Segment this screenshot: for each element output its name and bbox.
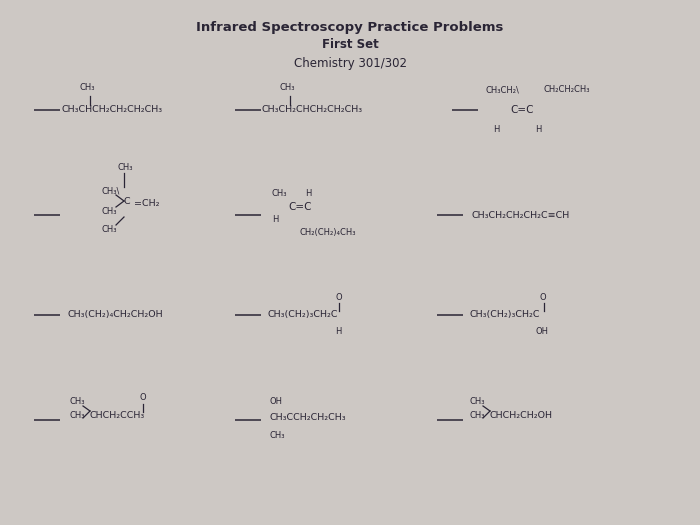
Text: CH₃: CH₃ (470, 412, 486, 421)
Text: CHCH₂CH₂OH: CHCH₂CH₂OH (490, 412, 553, 421)
Text: H: H (272, 215, 279, 224)
Text: H: H (493, 125, 499, 134)
Text: H: H (535, 125, 541, 134)
Text: CH₂(CH₂)₄CH₃: CH₂(CH₂)₄CH₃ (300, 228, 356, 237)
Text: H: H (305, 188, 312, 197)
Text: H: H (335, 327, 342, 335)
Text: =CH₂: =CH₂ (134, 198, 160, 207)
Text: Infrared Spectroscopy Practice Problems: Infrared Spectroscopy Practice Problems (196, 20, 504, 34)
Text: O: O (140, 394, 146, 403)
Text: CH₃: CH₃ (70, 397, 85, 406)
Text: O: O (335, 292, 342, 301)
Text: OH: OH (270, 397, 283, 406)
Text: CH₃: CH₃ (102, 206, 118, 215)
Text: CHCH₂CCH₃: CHCH₂CCH₃ (90, 412, 146, 421)
Text: Chemistry 301/302: Chemistry 301/302 (293, 57, 407, 69)
Text: CH₃\: CH₃\ (102, 186, 120, 195)
Text: CH₃: CH₃ (80, 83, 95, 92)
Text: CH₃CCH₂CH₂CH₃: CH₃CCH₂CH₂CH₃ (270, 414, 346, 423)
Text: CH₃CH₂CH₂CH₂C≡CH: CH₃CH₂CH₂CH₂C≡CH (472, 211, 570, 219)
Text: CH₃(CH₂)₄CH₂CH₂OH: CH₃(CH₂)₄CH₂CH₂OH (68, 310, 164, 320)
Text: CH₃: CH₃ (70, 412, 85, 421)
Text: CH₃: CH₃ (280, 83, 295, 92)
Text: CH₃(CH₂)₃CH₂C: CH₃(CH₂)₃CH₂C (268, 310, 339, 320)
Text: CH₃CH₂\: CH₃CH₂\ (485, 86, 519, 94)
Text: CH₃: CH₃ (272, 188, 288, 197)
Text: C: C (124, 196, 131, 205)
Text: C=C: C=C (510, 105, 533, 115)
Text: CH₃CH₂CHCH₂CH₂CH₃: CH₃CH₂CHCH₂CH₂CH₃ (262, 106, 363, 114)
Text: CH₃: CH₃ (270, 432, 286, 440)
Text: O: O (540, 292, 547, 301)
Text: C=C: C=C (288, 202, 312, 212)
Text: First Set: First Set (321, 38, 379, 51)
Text: CH₃CHCH₂CH₂CH₂CH₃: CH₃CHCH₂CH₂CH₂CH₃ (62, 106, 163, 114)
Text: OH: OH (536, 327, 549, 335)
Text: CH₃: CH₃ (118, 163, 134, 172)
Text: CH₃: CH₃ (470, 397, 486, 406)
Text: CH₂CH₂CH₃: CH₂CH₂CH₃ (544, 86, 591, 94)
Text: CH₃: CH₃ (102, 225, 118, 234)
Text: CH₃(CH₂)₃CH₂C: CH₃(CH₂)₃CH₂C (470, 310, 540, 320)
